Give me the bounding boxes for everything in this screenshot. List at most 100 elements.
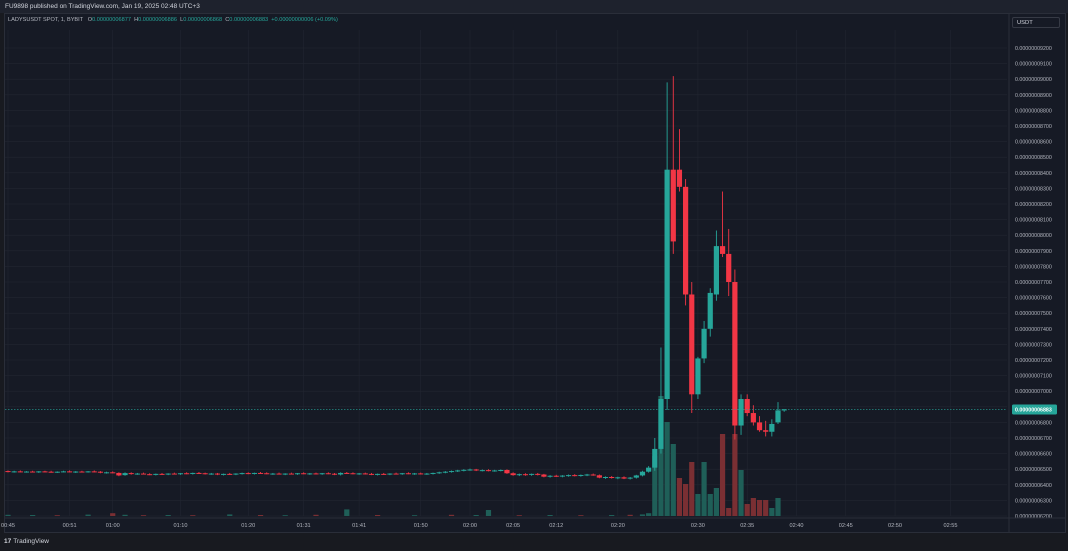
candle-body [239, 473, 245, 475]
candle-body [473, 469, 479, 471]
y-tick-label: 0.00000008200 [1015, 202, 1052, 208]
tv-logo-icon: 17 [4, 538, 12, 545]
candle-body [73, 471, 79, 473]
last-price-tag [1012, 404, 1057, 415]
y-tick-label: 0.00000009000 [1015, 77, 1052, 83]
candle-body [387, 473, 393, 475]
candle-body [375, 473, 381, 475]
publish-text: FU9898 published on TradingView.com, Jan… [5, 3, 200, 10]
volume-bar [473, 515, 479, 516]
candle-body [485, 470, 492, 472]
volume-bar [30, 515, 36, 516]
candle-body [781, 409, 787, 411]
candle-body [775, 410, 781, 423]
candle-body [54, 471, 60, 473]
candle-body [467, 469, 473, 471]
volume-bar [313, 514, 319, 516]
y-tick-label: 0.00000006800 [1015, 420, 1052, 426]
y-tick-label: 0.00000006200 [1015, 514, 1052, 520]
candle-body [23, 471, 30, 473]
x-tick-label: 02:50 [888, 523, 902, 529]
candle-body [356, 473, 362, 475]
candle-body [350, 473, 356, 475]
candle-body [646, 467, 652, 472]
volume-bar [775, 498, 781, 516]
candle-body [405, 473, 411, 475]
x-tick-label: 02:20 [611, 523, 625, 529]
low-label: L [180, 17, 184, 23]
x-tick-label: 02:45 [839, 523, 853, 529]
candle-body [769, 423, 775, 432]
candle-body [633, 475, 639, 478]
candle-body [418, 473, 424, 475]
candle-body [17, 471, 23, 473]
candle-body [719, 246, 726, 254]
candle-body [609, 477, 615, 478]
candle-body [60, 471, 67, 473]
volume-bar [683, 484, 689, 516]
publish-bar: FU9898 published on TradingView.com, Jan… [0, 0, 1068, 13]
candle-body [541, 474, 547, 477]
x-tick-label: 01:10 [173, 523, 187, 529]
candle-body [177, 473, 184, 475]
x-tick-label: 01:20 [241, 523, 255, 529]
candle-body [602, 477, 609, 478]
y-tick-label: 0.00000007400 [1015, 327, 1052, 333]
candle-body [479, 470, 485, 472]
x-tick-label: 02:12 [549, 523, 563, 529]
volume-bar [485, 510, 492, 516]
volume-bar [726, 508, 732, 516]
candle-body [399, 473, 405, 475]
candle-body [196, 472, 202, 474]
tradingview-logo[interactable]: 17 TradingView [4, 537, 49, 547]
candle-body [627, 477, 633, 479]
candle-body [319, 473, 325, 475]
candle-body [165, 473, 171, 475]
volume-bar [165, 515, 171, 516]
volume-bar [719, 434, 726, 516]
volume-bar [344, 509, 350, 516]
candle-body [504, 469, 510, 474]
volume-bar [547, 515, 553, 516]
candle-body [307, 473, 313, 475]
y-tick-label: 0.00000008900 [1015, 93, 1052, 99]
candle-body [221, 473, 227, 475]
y-tick-label: 0.00000006400 [1015, 483, 1052, 489]
last-price-label: 0.00000006883 [1015, 407, 1052, 413]
currency-button[interactable]: USDT [1012, 17, 1060, 28]
candle-body [85, 471, 91, 473]
volume-bar [140, 515, 147, 516]
candle-body [48, 471, 54, 473]
candle-body [313, 473, 319, 475]
y-tick-label: 0.00000007000 [1015, 389, 1052, 395]
y-tick-label: 0.00000008500 [1015, 155, 1052, 161]
candle-body [288, 473, 294, 475]
candle-body [122, 473, 128, 476]
volume-bar [282, 515, 288, 516]
x-tick-label: 02:55 [943, 523, 957, 529]
y-tick-label: 0.00000008000 [1015, 233, 1052, 239]
x-tick-label: 02:40 [789, 523, 803, 529]
volume-bar [85, 514, 91, 516]
candle-body [442, 471, 448, 473]
high-value: 0.00000006886 [138, 17, 177, 23]
volume-bar [707, 494, 713, 516]
volume-bar [763, 500, 769, 516]
candle-body [153, 473, 159, 475]
y-tick-label: 0.00000007700 [1015, 280, 1052, 286]
grid-lines [5, 30, 1007, 517]
volume-bar [627, 514, 633, 516]
x-tick-label: 01:00 [106, 523, 120, 529]
candle-body [190, 472, 196, 474]
candle-body [553, 475, 559, 477]
y-tick-label: 0.00000008600 [1015, 140, 1052, 146]
candle-body [701, 328, 707, 359]
candle-body [276, 473, 282, 475]
candle-body [713, 246, 719, 295]
volume-bar [375, 515, 381, 516]
y-tick-label: 0.00000008300 [1015, 186, 1052, 192]
candle-body [590, 474, 596, 476]
candle-body [159, 473, 165, 475]
candle-body [184, 473, 190, 475]
